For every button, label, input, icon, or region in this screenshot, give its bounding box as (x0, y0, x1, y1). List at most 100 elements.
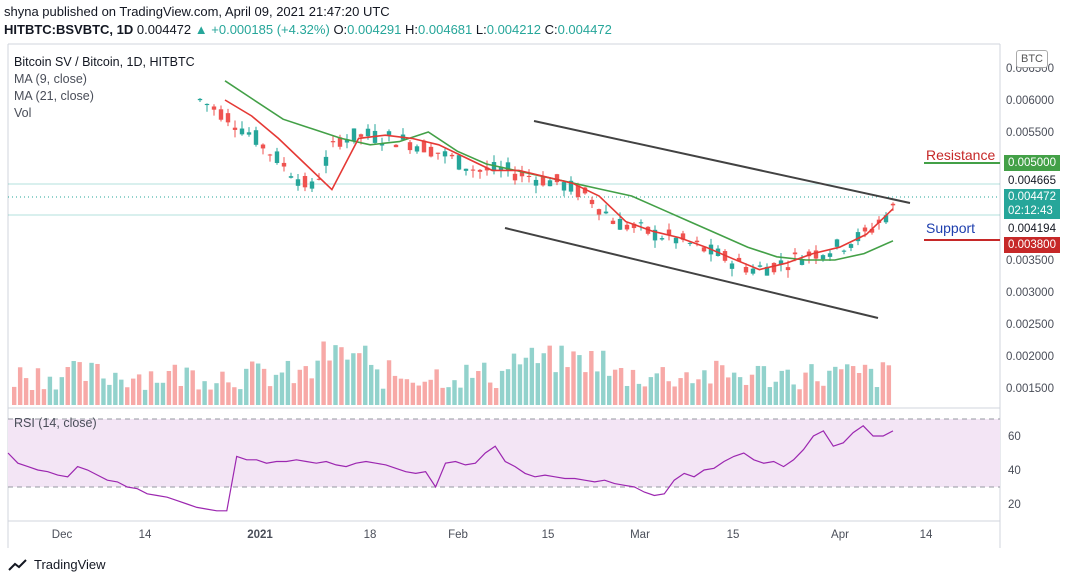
volume-bar (202, 381, 207, 405)
candle-body (197, 98, 203, 101)
volume-bar (125, 387, 130, 405)
volume-bar (41, 389, 47, 405)
volume-bar (821, 385, 826, 405)
volume-bar (59, 377, 64, 405)
volume-bar (797, 389, 802, 405)
open-value: 0.004291 (347, 22, 402, 37)
volume-bar (172, 364, 178, 405)
volume-bar (815, 381, 820, 405)
volume-bar (279, 372, 285, 405)
candle-body (491, 162, 497, 172)
resistance-annotation: Resistance (926, 147, 996, 163)
support-annotation: Support (926, 220, 976, 236)
volume-bar (303, 366, 308, 405)
currency-badge[interactable]: BTC (1016, 50, 1048, 68)
volume-bar (428, 379, 433, 405)
candle-body (701, 247, 707, 252)
volume-bar (255, 363, 261, 405)
candle-body (267, 154, 273, 156)
candle-body (673, 237, 679, 244)
volume-bar (731, 372, 737, 405)
candle-body (603, 211, 609, 214)
volume-bar (660, 367, 665, 405)
volume-bar (773, 381, 778, 405)
volume-bar (154, 382, 160, 405)
high-value: 0.004681 (418, 22, 473, 37)
volume-bar (749, 374, 755, 405)
volume-bar (250, 361, 255, 405)
candle-body (379, 143, 385, 146)
volume-bar (131, 378, 136, 405)
volume-bar (232, 387, 237, 405)
volume-bar (553, 372, 558, 405)
candle-body (610, 220, 616, 224)
volume-bar (601, 350, 606, 405)
candle-body (498, 166, 504, 171)
footer-brand[interactable]: TradingView (8, 557, 106, 572)
volume-bar (702, 370, 707, 405)
candle-body (274, 151, 280, 163)
candle-body (848, 244, 854, 248)
volume-bar (214, 383, 219, 405)
volume-bar (142, 389, 148, 405)
volume-bar (178, 385, 183, 405)
volume-bars (12, 341, 892, 405)
candle-body (631, 223, 637, 229)
volume-bar (803, 372, 808, 405)
candle-body (743, 266, 749, 273)
volume-bar (785, 369, 790, 405)
volume-bar (672, 386, 677, 405)
last-price-tag-value: 0.004472 (1008, 191, 1056, 203)
price-tick-label: 0.006000 (1006, 95, 1054, 107)
countdown-value: 02:12:43 (1008, 205, 1053, 217)
volume-bar (720, 365, 725, 405)
volume-bar (636, 383, 642, 405)
volume-bar (666, 381, 671, 405)
candle-body (687, 242, 693, 244)
volume-bar (345, 359, 350, 405)
volume-bar (339, 347, 344, 405)
volume-bar (577, 355, 582, 405)
volume-bar (148, 371, 154, 405)
volume-bar (690, 383, 695, 405)
volume-bar (827, 370, 832, 405)
legend-vol: Vol (14, 106, 32, 120)
up-arrow-icon: ▲ (194, 22, 208, 37)
candle-body (211, 106, 217, 110)
candle-body (442, 151, 448, 157)
time-tick-label: 18 (364, 529, 377, 541)
rsi-tick-label: 20 (1008, 499, 1021, 511)
candle-body (680, 233, 686, 240)
candle-body (316, 178, 322, 180)
candle-body (512, 173, 518, 181)
volume-bar (761, 366, 767, 405)
low-tag: 0.004194 (1004, 221, 1060, 237)
candle-body (526, 175, 532, 177)
volume-bar (583, 372, 588, 405)
volume-bar (107, 384, 112, 405)
candle-body (694, 240, 700, 243)
rsi-tick-label: 60 (1008, 431, 1021, 443)
candle-body (834, 239, 840, 247)
volume-bar (220, 371, 225, 405)
volume-bar (404, 379, 410, 405)
ma21-line (224, 80, 894, 261)
volume-bar (35, 368, 41, 405)
price-tick-label: 0.002000 (1006, 351, 1054, 363)
rsi-axis: 60 40 20 (1008, 431, 1021, 511)
candle-body (813, 250, 819, 259)
volume-bar (267, 386, 273, 405)
time-tick-label: Apr (831, 529, 849, 541)
volume-bar (369, 364, 374, 405)
candle-body (533, 179, 539, 186)
ma9-line (224, 99, 894, 271)
volume-bar (321, 341, 326, 405)
candle-body (449, 154, 455, 157)
candle-body (337, 137, 343, 147)
candle-body (778, 260, 784, 265)
candle-body (302, 176, 308, 188)
volume-bar (571, 351, 576, 405)
volume-bar (482, 362, 487, 405)
candle-body (659, 238, 665, 240)
